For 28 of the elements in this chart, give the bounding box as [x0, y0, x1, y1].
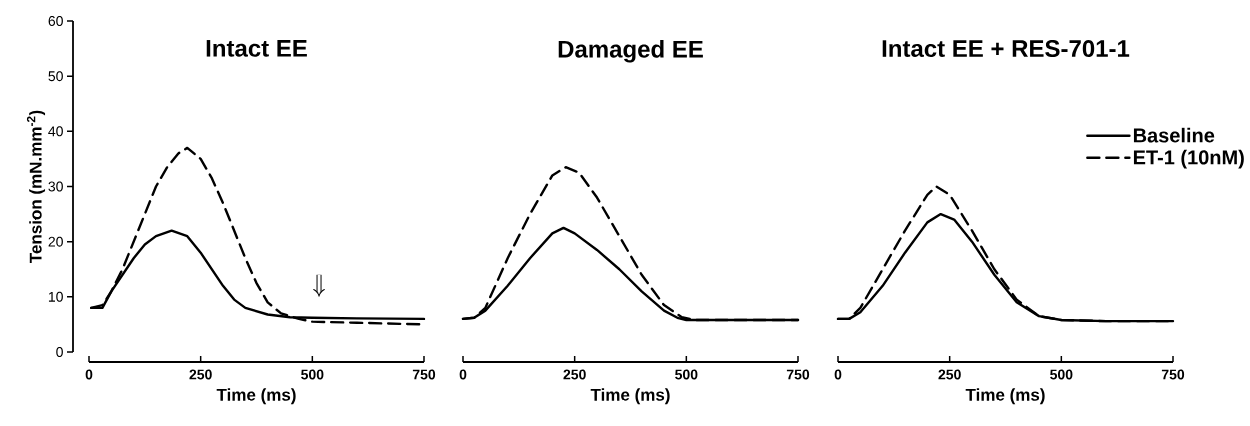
y-tick-label: 10: [48, 291, 63, 302]
text: Intact EE + RES-701-1: [882, 40, 1130, 58]
x-tick-label: 0: [85, 369, 93, 380]
legend-label: ET-1 (10nM): [1133, 149, 1244, 169]
x-tick-label: 750: [412, 369, 436, 380]
text: Intact EE: [206, 40, 307, 57]
y-axis-title: Tension (mN.mm$^{-2}$): [26, 110, 46, 263]
x-tick-label: 0: [834, 369, 842, 380]
x-tick-label: 250: [563, 369, 586, 380]
x-tick-label: 250: [189, 369, 212, 380]
x-tick-label: 250: [938, 369, 961, 380]
y-tick-label: 20: [48, 236, 63, 247]
text: Damaged EE: [558, 40, 703, 63]
x-tick-label: 500: [675, 369, 698, 380]
legend-label: Baseline: [1133, 127, 1215, 143]
x-tick-label: 750: [786, 369, 810, 380]
y-tick-label: 0: [56, 347, 63, 357]
y-tick-label: 60: [48, 16, 63, 26]
x-tick-label: 500: [301, 369, 324, 380]
x-tick-label: 500: [1050, 369, 1073, 380]
x-axis-title: Time (ms): [216, 388, 296, 405]
x-axis-title: Time (ms): [965, 388, 1045, 405]
x-tick-label: 0: [459, 369, 467, 380]
y-tick-label: 40: [48, 126, 63, 137]
y-tick-label: 30: [48, 181, 63, 192]
x-axis-title: Time (ms): [590, 388, 670, 405]
x-tick-label: 750: [1161, 369, 1185, 380]
y-tick-label: 50: [48, 71, 63, 82]
